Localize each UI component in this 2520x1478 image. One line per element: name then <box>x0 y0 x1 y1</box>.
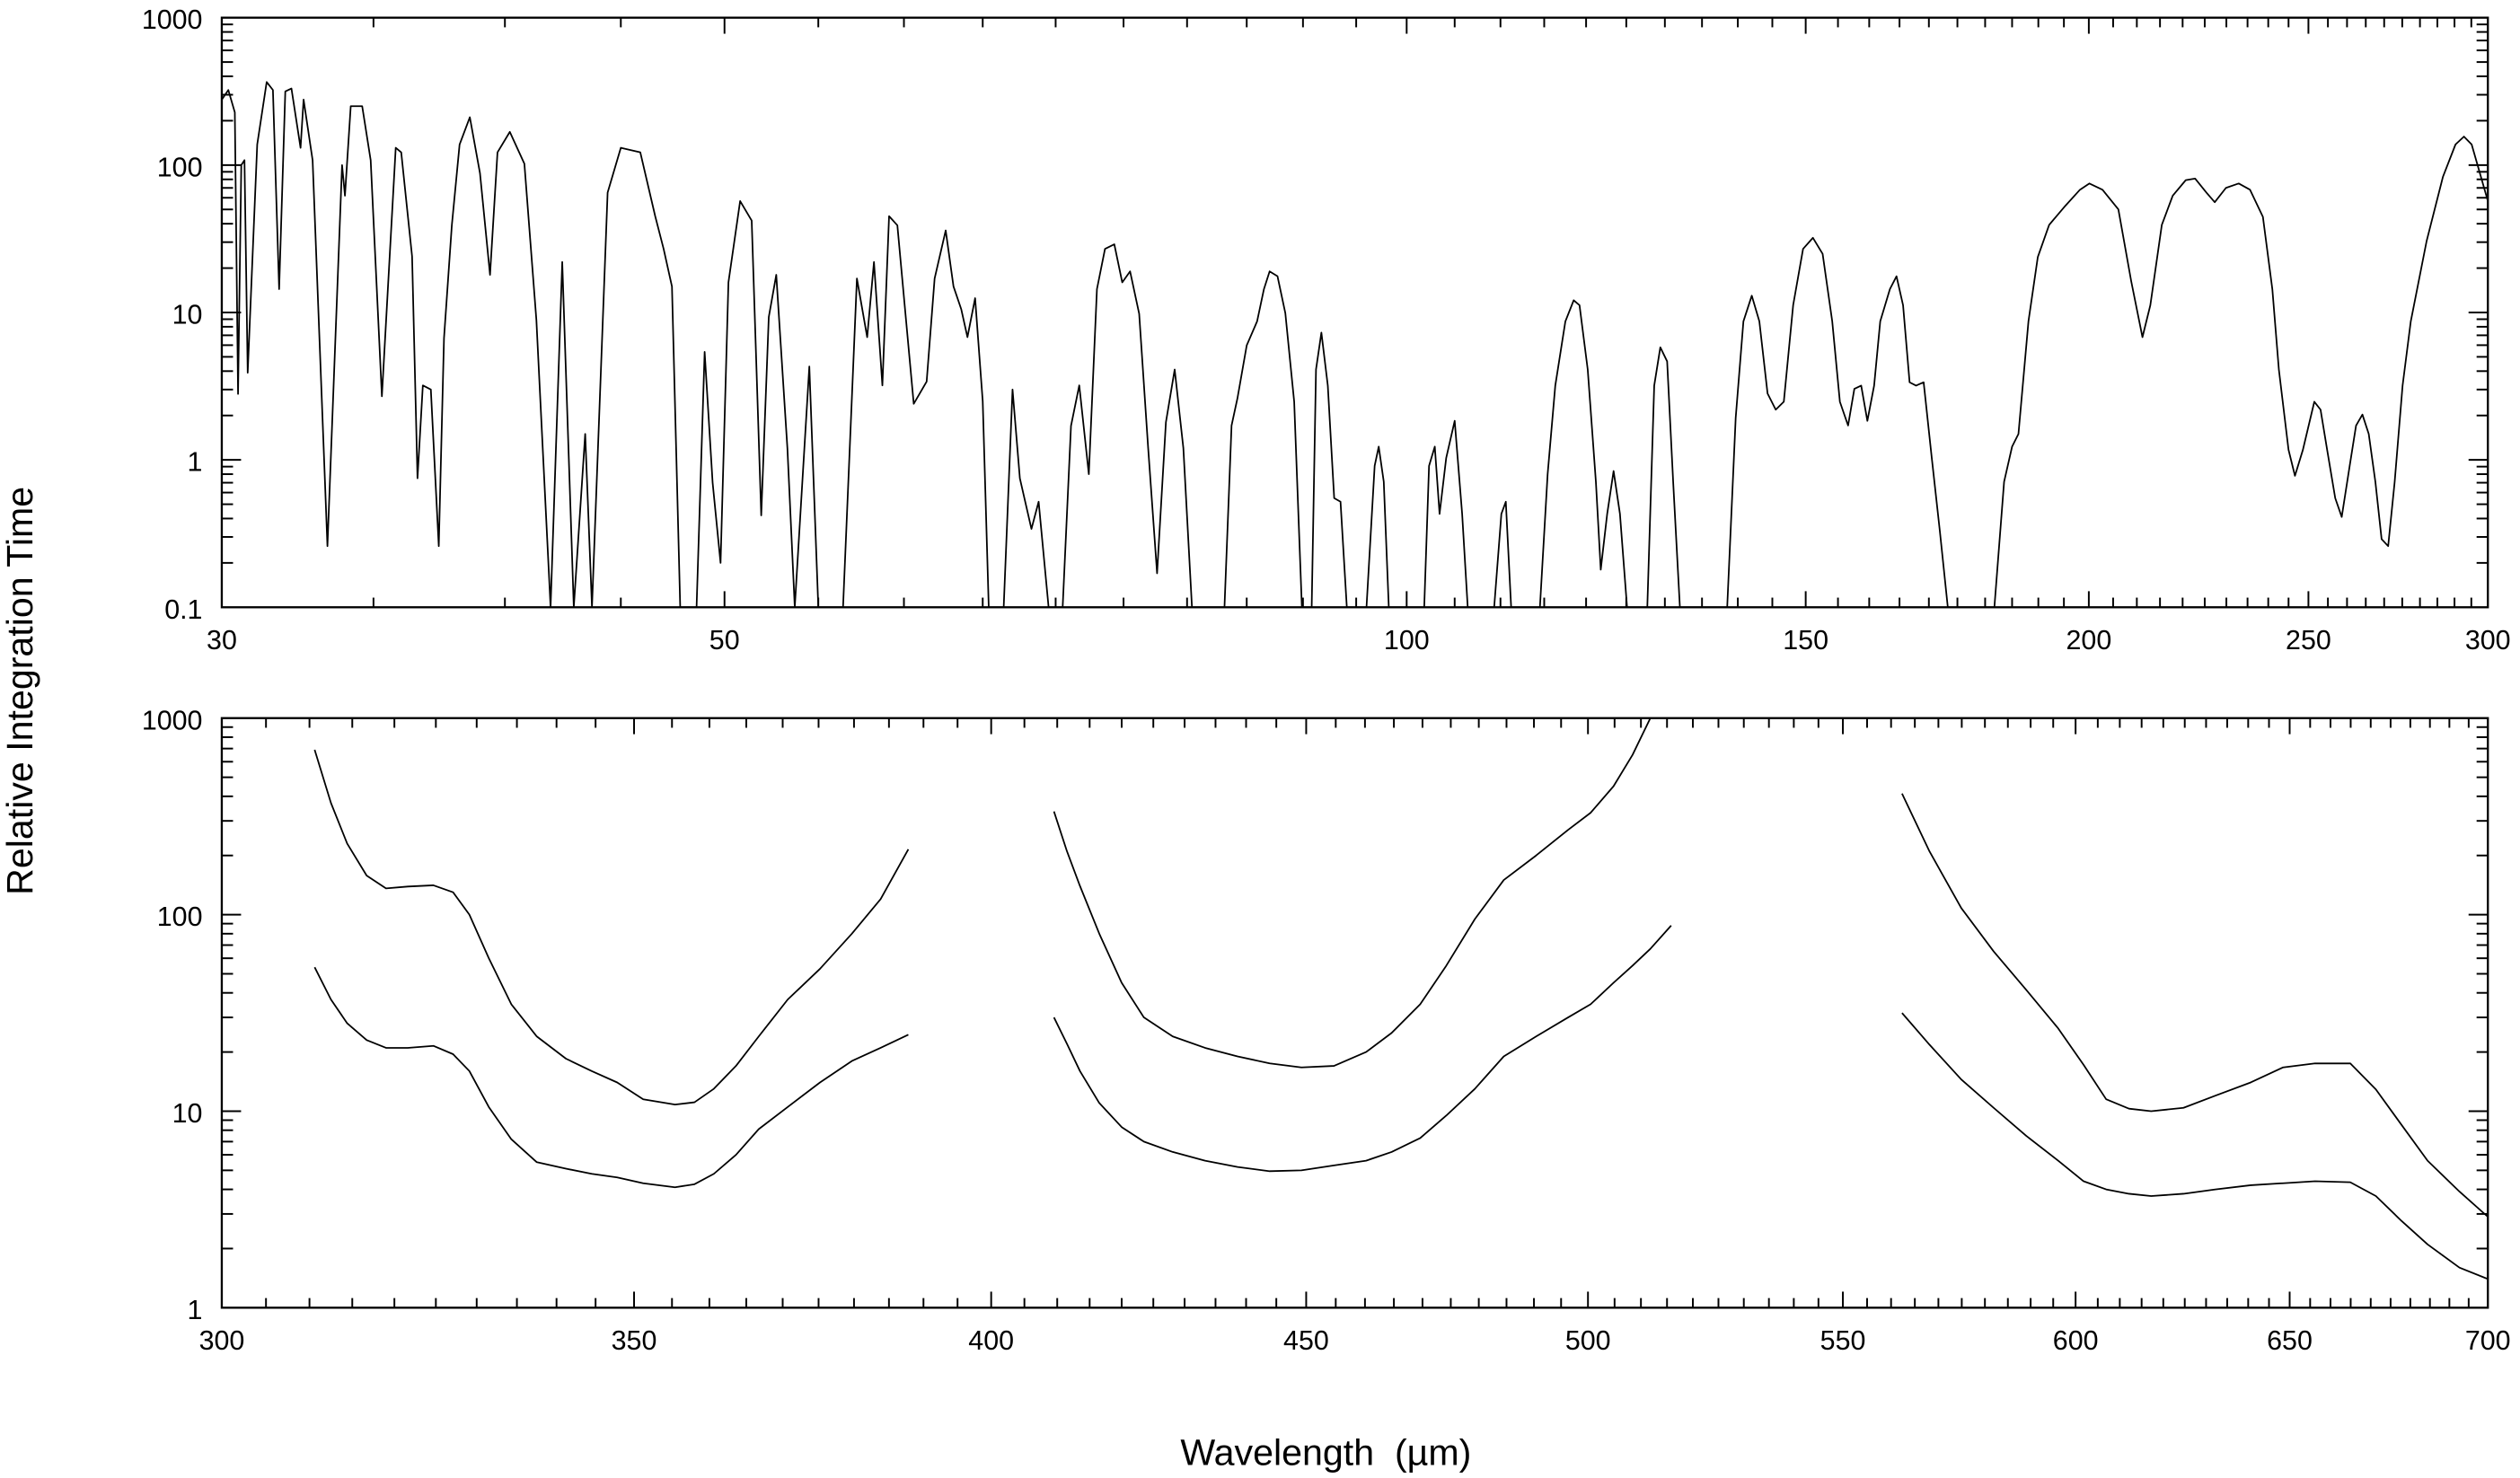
top-panel: 30 50 100 150 200 250 300 0.1 1 10 100 1000 <box>142 4 2511 655</box>
top-plot-area <box>221 81 2489 608</box>
x-tick-label: 700 <box>2465 1325 2511 1356</box>
y-tick-label: 10 <box>172 1098 203 1129</box>
x-tick-label: 300 <box>2465 625 2511 655</box>
x-tick-label: 550 <box>1820 1325 1866 1356</box>
x-tick-label: 150 <box>1783 625 1828 655</box>
data-series-line <box>1053 717 1652 1069</box>
y-tick-label: 1 <box>188 447 203 478</box>
bottom-plot-area <box>313 717 2489 1280</box>
data-series-line <box>1053 925 1672 1173</box>
data-series-line <box>221 81 2489 608</box>
data-series-line <box>313 749 910 1106</box>
x-tick-label: 200 <box>2066 625 2112 655</box>
x-tick-label: 600 <box>2053 1325 2099 1356</box>
x-tick-label: 100 <box>1384 625 1430 655</box>
y-tick-label: 1000 <box>142 4 203 35</box>
x-tick-label: 400 <box>968 1325 1014 1356</box>
x-tick-label: 30 <box>207 625 237 655</box>
data-series-line <box>1901 793 2489 1218</box>
y-tick-label: 100 <box>157 902 203 932</box>
x-tick-label: 350 <box>612 1325 657 1356</box>
x-tick-label: 450 <box>1283 1325 1329 1356</box>
x-tick-label: 250 <box>2286 625 2331 655</box>
data-series-line <box>1901 1012 2489 1280</box>
data-series-line <box>313 966 909 1189</box>
y-tick-label: 10 <box>172 300 203 330</box>
x-axis-title: Wavelength (µm) <box>1180 1432 1471 1474</box>
x-tick-label: 500 <box>1565 1325 1611 1356</box>
bottom-ticks <box>221 717 2489 1308</box>
top-axis-frame <box>220 16 2489 609</box>
bottom-tick-labels: 300 350 400 450 500 550 600 650 700 1 10 100 1000 <box>142 705 2511 1356</box>
bottom-axis-frame <box>220 717 2489 1309</box>
x-tick-label: 300 <box>199 1325 245 1356</box>
y-tick-label: 1 <box>188 1295 203 1325</box>
top-tick-labels: 30 50 100 150 200 250 300 0.1 1 10 100 1000 <box>142 4 2511 655</box>
y-tick-label: 1000 <box>142 705 203 735</box>
y-tick-label: 0.1 <box>164 594 202 625</box>
x-tick-label: 50 <box>709 625 740 655</box>
bottom-panel: 300 350 400 450 500 550 600 650 700 1 10 100 1000 <box>142 705 2511 1356</box>
y-tick-label: 100 <box>157 152 203 182</box>
y-axis-title: Relative Integration Time <box>0 487 40 895</box>
x-tick-label: 650 <box>2267 1325 2313 1356</box>
